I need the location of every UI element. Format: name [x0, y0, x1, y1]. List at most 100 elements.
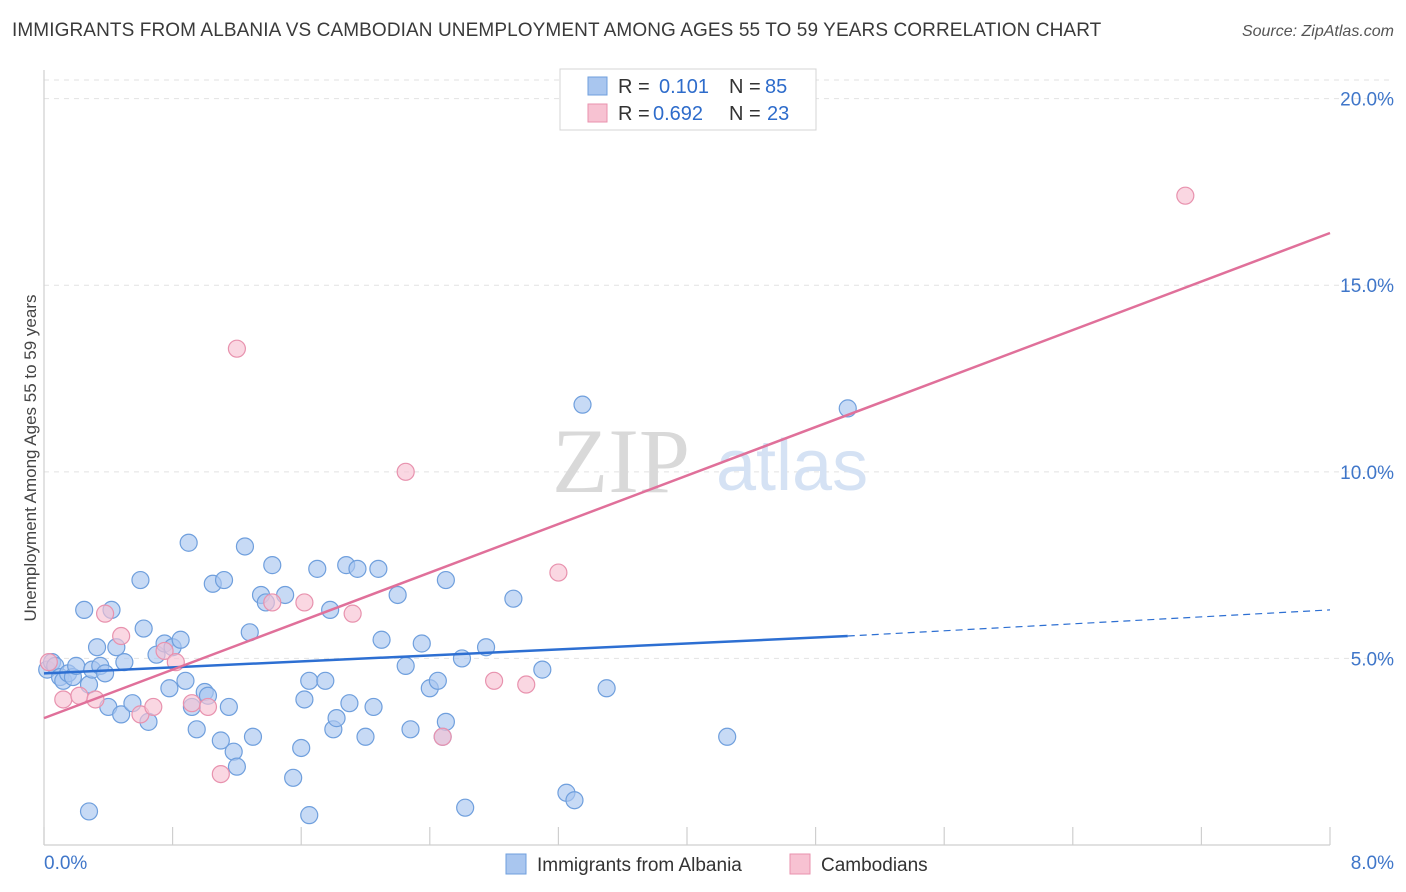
albania-point: [436, 570, 455, 590]
bottom-legend: Immigrants from Albania Cambodians: [505, 853, 928, 876]
source-credit: Source: ZipAtlas.com: [1241, 23, 1394, 40]
x-axis-ticks: [43, 827, 1331, 845]
cambodia-point: [112, 626, 131, 646]
albania-point: [131, 570, 150, 590]
albania-point: [327, 709, 346, 728]
albania-point: [340, 694, 359, 713]
albania-point: [134, 619, 153, 638]
albania-point: [224, 742, 243, 761]
cambodia-point: [144, 697, 163, 717]
albania-point: [573, 395, 592, 414]
legend-r-value-2: 0.692: [653, 103, 703, 125]
cambodia-point: [95, 604, 115, 623]
albania-point: [292, 738, 311, 758]
albania-point: [211, 731, 230, 750]
bottom-legend-swatch-cambodia: [789, 853, 811, 875]
albania-point: [316, 671, 335, 690]
watermark-zip: ZIP: [552, 410, 690, 512]
albania-point: [718, 727, 737, 746]
albania-point: [412, 634, 431, 653]
cambodia-point: [39, 653, 58, 672]
albania-point: [372, 630, 391, 649]
cambodia-point: [227, 339, 246, 358]
cambodia-point: [433, 727, 452, 746]
cambodia-point: [54, 690, 73, 709]
legend-n-value-1: 85: [765, 76, 787, 98]
bottom-legend-albania: Immigrants from Albania: [537, 855, 742, 876]
albania-point: [597, 679, 616, 698]
y-axis-tick-labels: 5.0% 10.0% 15.0% 20.0%: [1340, 90, 1394, 671]
cambodia-point: [263, 593, 282, 612]
legend-box: R = 0.101 N = 85 R = 0.692 N = 23: [559, 68, 817, 131]
albania-point: [436, 712, 455, 731]
cambodia-point: [517, 675, 536, 694]
albania-point: [95, 664, 115, 683]
bottom-legend-swatch-albania: [505, 853, 527, 875]
cambodia-point: [155, 641, 174, 661]
albania-point: [176, 671, 195, 690]
y-tick-label: 20.0%: [1340, 90, 1394, 111]
albania-point: [214, 570, 234, 590]
watermark-atlas: atlas: [716, 426, 868, 506]
albania-point: [428, 671, 447, 690]
albania-point: [112, 705, 131, 724]
albania-point: [227, 757, 246, 776]
legend-n-value-2: 23: [767, 103, 789, 125]
cambodia-point: [295, 593, 314, 612]
albania-point: [401, 720, 420, 739]
cambodia-point: [1176, 186, 1195, 205]
legend-swatch-albania: [587, 76, 608, 96]
albania-point: [243, 727, 263, 746]
albania-point: [295, 690, 314, 709]
cambodia-point: [211, 764, 230, 784]
albania-trend-extension: [847, 609, 1331, 637]
albania-point: [565, 791, 584, 810]
albania-point: [504, 589, 523, 608]
legend-swatch-cambodia: [587, 103, 608, 123]
albania-point: [348, 559, 367, 578]
bottom-legend-cambodia: Cambodians: [821, 855, 928, 876]
legend-r-label-2: R =: [618, 103, 650, 125]
albania-point: [388, 585, 407, 605]
cambodia-trend-line: [43, 231, 1331, 720]
legend-n-label-1: N =: [729, 76, 761, 98]
albania-point: [356, 727, 375, 746]
albania-point: [187, 720, 206, 739]
legend-r-value-1: 0.101: [659, 76, 709, 98]
legend-r-label-1: R =: [618, 76, 650, 98]
albania-point: [364, 697, 383, 717]
legend-n-label-2: N =: [729, 103, 761, 125]
albania-point: [396, 656, 415, 675]
cambodia-point: [549, 563, 568, 582]
albania-point: [235, 537, 255, 556]
cambodia-point: [343, 604, 362, 623]
cambodia-point: [396, 462, 415, 481]
albania-point: [171, 630, 190, 649]
albania-point: [308, 559, 327, 578]
cambodia-point: [485, 671, 504, 690]
y-tick-label: 15.0%: [1340, 276, 1394, 297]
y-tick-label: 5.0%: [1351, 649, 1394, 670]
chart-title: IMMIGRANTS FROM ALBANIA VS CAMBODIAN UNE…: [12, 20, 1102, 41]
y-tick-label: 10.0%: [1340, 463, 1394, 484]
trend-lines: [43, 231, 1331, 720]
albania-point: [300, 806, 319, 825]
albania-point: [79, 802, 99, 821]
albania-point: [75, 600, 94, 620]
albania-point: [160, 679, 179, 698]
albania-point: [300, 671, 319, 690]
watermark: ZIP atlas: [552, 410, 868, 512]
y-axis-label: Unemployment Among Ages 55 to 59 years: [21, 295, 40, 622]
cambodia-point: [198, 697, 218, 717]
albania-point: [533, 660, 552, 679]
albania-point: [263, 556, 282, 575]
x-tick-min: 0.0%: [44, 853, 87, 874]
albania-point: [219, 697, 238, 717]
albania-point: [87, 638, 107, 657]
cambodia-point: [182, 694, 201, 713]
albania-point: [179, 533, 198, 552]
albania-point: [456, 798, 475, 817]
albania-point: [284, 768, 303, 787]
x-tick-max: 8.0%: [1351, 853, 1394, 874]
